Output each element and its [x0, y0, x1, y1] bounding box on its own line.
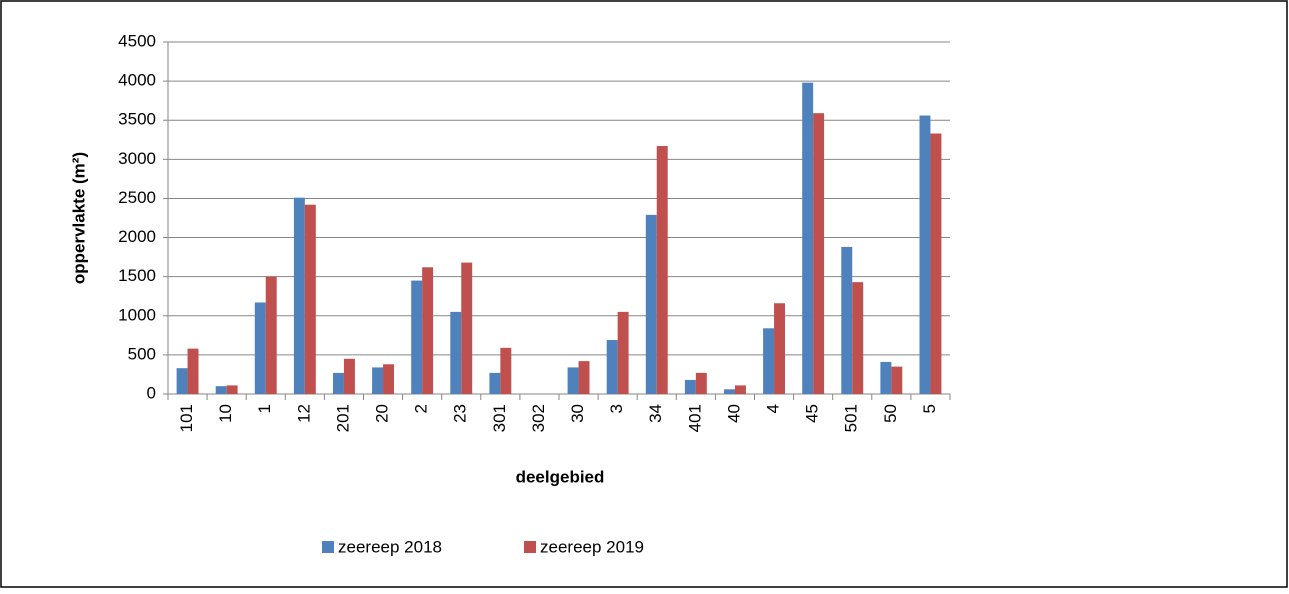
bar	[852, 282, 864, 394]
bar	[489, 372, 501, 394]
bar	[383, 364, 394, 394]
x-tick-label: 34	[646, 404, 665, 423]
bar	[880, 361, 892, 394]
x-tick-label: 101	[177, 404, 196, 432]
bar	[606, 340, 618, 394]
x-tick-label: 2	[412, 404, 431, 413]
x-tick-label: 40	[724, 404, 743, 423]
x-tick-label: 302	[529, 404, 548, 432]
bar	[578, 361, 590, 394]
bar	[734, 385, 746, 394]
bar	[372, 367, 384, 394]
y-tick-label: 0	[147, 383, 156, 402]
y-tick-label: 2000	[118, 227, 156, 246]
bar	[567, 367, 579, 394]
bar	[226, 385, 238, 394]
legend-label: zeereep 2019	[540, 537, 644, 556]
bar	[802, 82, 814, 395]
bar	[176, 368, 188, 394]
bar	[841, 246, 853, 394]
x-tick-label: 301	[490, 404, 509, 432]
x-tick-label: 3	[607, 404, 626, 413]
legend-swatch	[524, 541, 536, 553]
bar	[919, 115, 931, 394]
bar	[187, 348, 199, 394]
y-tick-label: 4500	[118, 31, 156, 50]
y-tick-label: 3000	[118, 149, 156, 168]
x-tick-label: 501	[842, 404, 861, 432]
x-tick-label: 4	[764, 404, 783, 413]
x-tick-label: 10	[216, 404, 235, 423]
x-tick-label: 5	[920, 404, 939, 413]
bar	[450, 311, 462, 394]
y-tick-label: 3500	[118, 110, 156, 129]
bar	[891, 366, 903, 394]
bar	[500, 347, 512, 394]
y-tick-label: 1500	[118, 266, 156, 285]
x-tick-label: 23	[451, 404, 470, 423]
x-tick-label: 12	[294, 404, 313, 423]
bar	[930, 133, 942, 394]
bar	[617, 311, 629, 394]
bar	[254, 302, 266, 394]
y-tick-label: 1000	[118, 305, 156, 324]
y-tick-label: 500	[128, 344, 156, 363]
bar	[724, 389, 735, 394]
legend-label: zeereep 2018	[338, 537, 442, 556]
y-tick-label: 2500	[118, 188, 156, 207]
x-tick-label: 50	[881, 404, 900, 423]
bar	[293, 197, 305, 394]
bar	[422, 267, 434, 394]
bar	[304, 204, 316, 394]
y-tick-label: 4000	[118, 71, 156, 90]
x-tick-label: 45	[803, 404, 822, 423]
y-axis-title: oppervlakte (m²)	[69, 152, 88, 284]
x-tick-label: 401	[685, 404, 704, 432]
bar	[774, 303, 785, 394]
bar	[645, 214, 657, 394]
bar	[763, 328, 775, 394]
x-tick-label: 201	[333, 404, 352, 432]
bar	[695, 372, 707, 394]
bar	[684, 379, 696, 394]
x-tick-label: 30	[568, 404, 587, 423]
bar	[343, 358, 355, 394]
bar	[215, 386, 227, 394]
x-tick-label: 20	[373, 404, 392, 423]
x-tick-label: 1	[255, 404, 274, 413]
bar	[411, 280, 423, 394]
legend-swatch	[322, 541, 334, 553]
bar	[813, 113, 825, 394]
bar	[461, 262, 473, 394]
bar	[656, 146, 668, 394]
bar	[265, 276, 277, 394]
bar	[333, 372, 344, 394]
x-axis-title: deelgebied	[516, 467, 605, 486]
